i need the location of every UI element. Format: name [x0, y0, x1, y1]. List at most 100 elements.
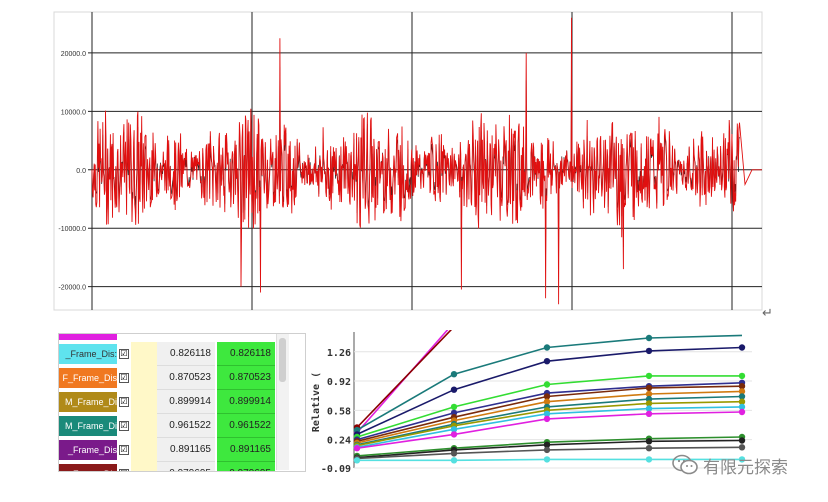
row-value: 0.979695	[157, 462, 215, 471]
relative-y-axis-label: Relative (	[310, 372, 322, 432]
data-point	[645, 372, 653, 380]
data-point	[450, 426, 458, 433]
data-point	[353, 457, 361, 464]
signal-y-ticks: 20000.0 10000.0 0.0 -10000.0 -20000.0	[58, 51, 86, 292]
series	[353, 456, 746, 464]
y-tick-label: 20000.0	[61, 51, 86, 58]
data-point	[645, 438, 653, 445]
wechat-icon	[672, 454, 698, 475]
data-point	[543, 398, 551, 405]
row-checkbox[interactable]: ☑	[119, 445, 129, 455]
row-checkbox[interactable]: ☑	[119, 397, 129, 407]
frame-distance-table: _Frame_Dis: ☑ 0.826118 0.826118 F_Frame_Dis ☑…	[58, 333, 306, 472]
table-row: M_Frame_Di ☑ 0.899914 0.899914	[59, 390, 305, 414]
data-point	[645, 456, 653, 463]
y-tick-label: 0.58	[327, 406, 351, 417]
row-label: M_Frame_Di	[59, 416, 117, 436]
signal-chart: 20000.0 10000.0 0.0 -10000.0 -20000.0	[53, 11, 763, 311]
data-point	[738, 408, 746, 416]
row-empty-cell	[131, 366, 157, 390]
data-point	[353, 445, 361, 452]
series	[353, 388, 746, 447]
series	[353, 408, 746, 452]
data-point	[450, 371, 458, 378]
data-point	[543, 446, 551, 454]
data-point	[450, 386, 458, 393]
row-checkbox[interactable]: ☑	[119, 421, 129, 431]
row-value-highlight: 0.961522	[217, 414, 275, 438]
row-label: M_Frame_Di	[59, 392, 117, 412]
data-point	[645, 400, 653, 407]
row-empty-cell	[131, 414, 157, 438]
series	[353, 344, 746, 438]
data-point	[738, 372, 746, 380]
data-point	[645, 445, 653, 452]
data-point	[645, 410, 653, 417]
row-label: _Frame_Dis	[59, 464, 117, 471]
relative-chart: 1.26 0.92 0.58 0.24 -0.09 Relative (	[310, 330, 752, 472]
y-tick-label: -20000.0	[58, 285, 86, 292]
watermark-text: 有限元探索	[703, 457, 788, 477]
data-point	[738, 388, 746, 395]
y-tick-label: 10000.0	[61, 109, 86, 116]
data-point	[645, 390, 653, 398]
watermark: 有限元探索	[672, 450, 788, 480]
y-tick-label: 0.24	[327, 436, 351, 447]
row-label: _Frame_Dis	[59, 440, 117, 460]
y-tick-label: 1.26	[327, 348, 351, 359]
row-label: _Frame_Dis:	[59, 344, 117, 364]
table-row: F_Frame_Dis ☑ 0.870523 0.870523	[59, 366, 305, 390]
data-point	[450, 403, 458, 411]
scrollbar-thumb[interactable]	[279, 338, 286, 382]
series	[353, 444, 746, 462]
data-point	[543, 456, 551, 463]
series-line	[356, 330, 453, 429]
data-point	[450, 457, 458, 464]
table-row: _Frame_Dis: ☑ 0.826118 0.826118	[59, 342, 305, 366]
signal-line-red	[91, 17, 762, 305]
data-point	[645, 334, 653, 342]
table-row: M_Frame_Di ☑ 0.961522 0.961522	[59, 414, 305, 438]
row-checkbox[interactable]: ☑	[119, 349, 129, 359]
row-checkbox[interactable]: ☑	[119, 373, 129, 383]
data-point	[450, 431, 458, 438]
data-point	[738, 403, 746, 411]
data-point	[738, 456, 746, 463]
row-value-highlight: 0.826118	[217, 342, 275, 366]
table-scrollbar[interactable]	[276, 334, 289, 470]
data-point	[738, 383, 746, 390]
row-value: 0.961522	[157, 414, 215, 438]
row-checkbox[interactable]: ☑	[119, 469, 129, 471]
table-header-swatch	[59, 334, 117, 340]
row-empty-cell	[131, 438, 157, 462]
data-point	[645, 347, 653, 355]
data-point	[645, 405, 653, 412]
data-point	[450, 450, 458, 457]
row-value-highlight: 0.870523	[217, 366, 275, 390]
data-point	[738, 398, 746, 405]
row-value: 0.899914	[157, 390, 215, 414]
row-value: 0.870523	[157, 366, 215, 390]
data-point	[543, 410, 551, 417]
row-empty-cell	[131, 390, 157, 414]
row-value: 0.826118	[157, 342, 215, 366]
y-tick-label: 0.0	[76, 168, 86, 175]
data-point	[738, 393, 746, 400]
signal-series	[91, 17, 762, 305]
row-value-highlight: 0.979695	[217, 462, 275, 471]
data-point	[738, 444, 746, 451]
data-point	[543, 441, 551, 448]
y-tick-label: -10000.0	[58, 226, 86, 233]
row-empty-cell	[131, 462, 157, 471]
data-point	[543, 415, 551, 423]
data-point	[543, 344, 551, 351]
data-point	[543, 393, 551, 400]
data-point	[645, 384, 653, 392]
relative-series	[353, 330, 746, 464]
row-value: 0.891165	[157, 438, 215, 462]
row-value-highlight: 0.891165	[217, 438, 275, 462]
data-point	[738, 344, 746, 351]
table-row: _Frame_Dis☑ 0.9796950.979695	[59, 462, 305, 471]
table-row: _Frame_Dis ☑ 0.891165 0.891165	[59, 438, 305, 462]
data-point	[543, 358, 551, 365]
